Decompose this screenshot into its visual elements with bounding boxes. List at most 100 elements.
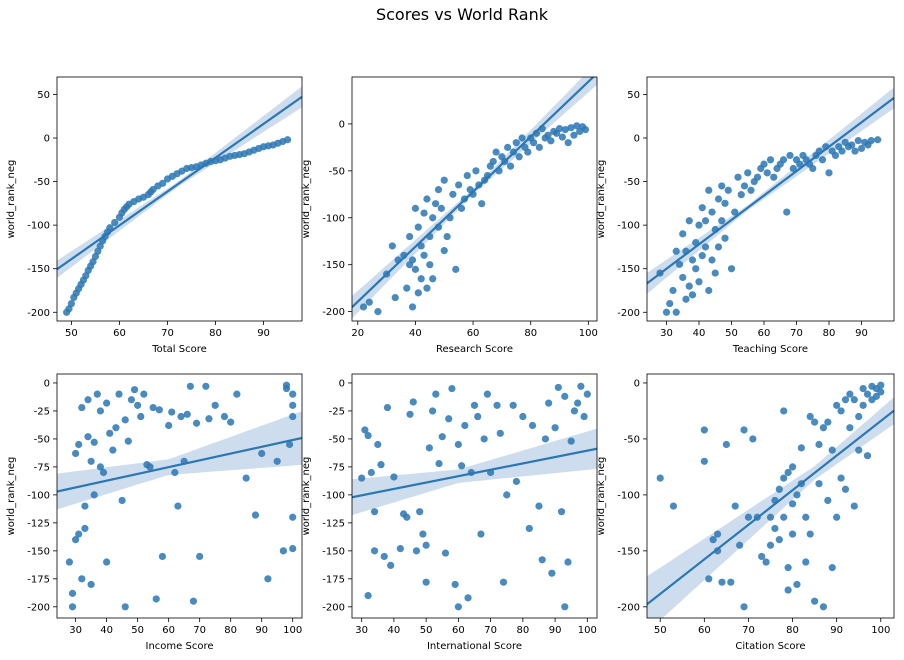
data-point — [171, 468, 179, 477]
data-point — [192, 419, 201, 427]
data-point — [233, 390, 241, 398]
data-point — [718, 578, 726, 586]
data-point — [282, 384, 291, 393]
data-point — [734, 173, 742, 181]
data-point — [850, 396, 858, 404]
axes-frame — [56, 76, 303, 322]
data-point — [146, 463, 154, 471]
data-point — [841, 485, 850, 493]
data-point — [656, 474, 664, 482]
data-point — [863, 452, 872, 460]
data-point — [429, 275, 437, 283]
data-point — [121, 416, 129, 424]
subplot-4: 30 40 50 60 70 80 90 100 -200 -175 -150 -125 -100 -75… — [6, 373, 303, 652]
data-point — [701, 243, 710, 251]
y-tick-label: -200 — [27, 602, 50, 613]
data-point — [509, 401, 517, 409]
x-tick-label: 20 — [351, 328, 364, 339]
y-tick-label: -75 — [34, 462, 50, 473]
data-point — [242, 474, 250, 482]
data-point — [788, 463, 797, 471]
data-point — [848, 141, 856, 149]
data-point — [412, 547, 421, 555]
data-point — [529, 139, 538, 147]
x-tick-label: 70 — [193, 625, 206, 636]
data-point — [130, 386, 139, 394]
data-point — [99, 468, 108, 477]
x-tick-label: 40 — [693, 328, 706, 339]
data-point — [770, 173, 778, 181]
data-point — [771, 524, 779, 533]
data-point — [493, 401, 501, 409]
data-point — [841, 396, 850, 404]
data-point — [688, 291, 697, 299]
data-point — [828, 446, 836, 454]
data-point — [535, 502, 543, 510]
data-point — [685, 217, 693, 225]
x-tick-label: 70 — [790, 328, 803, 339]
data-point — [548, 569, 556, 577]
data-point — [528, 421, 537, 430]
data-point — [838, 147, 846, 155]
data-point — [289, 412, 297, 421]
x-tick-label: 90 — [255, 625, 268, 636]
data-point — [872, 392, 880, 400]
x-tick-label: 90 — [830, 625, 843, 636]
data-point — [740, 603, 748, 611]
data-point — [877, 388, 885, 396]
data-point — [403, 284, 411, 292]
data-point — [67, 299, 76, 308]
data-point — [388, 242, 396, 250]
data-point — [721, 234, 729, 242]
y-tick-label: -175 — [322, 574, 345, 585]
subplots-grid: 50 60 70 80 90 -200 -150 -100 -50 0 50 Total Score w… — [6, 76, 895, 652]
data-point — [815, 480, 823, 488]
data-point — [824, 418, 832, 426]
data-point — [744, 513, 753, 521]
data-point — [443, 232, 451, 241]
data-point — [583, 390, 591, 398]
data-point — [283, 136, 292, 144]
data-point — [383, 403, 392, 412]
data-point — [570, 407, 579, 415]
x-tick-label: 40 — [100, 625, 113, 636]
data-point — [118, 496, 126, 505]
data-point — [701, 217, 710, 225]
data-point — [121, 603, 129, 611]
data-point — [570, 131, 578, 139]
x-tick-label: 60 — [758, 328, 771, 339]
y-tick-label: -150 — [617, 264, 640, 275]
y-tick-label: -150 — [27, 546, 50, 557]
y-tick-label: 0 — [44, 378, 50, 389]
data-point — [724, 186, 732, 194]
data-point — [688, 256, 697, 264]
data-point — [512, 139, 520, 147]
data-point — [273, 457, 281, 465]
data-point — [358, 474, 366, 482]
data-point — [561, 603, 569, 611]
data-point — [762, 558, 770, 566]
data-point — [483, 390, 491, 398]
data-point — [711, 269, 719, 277]
data-point — [84, 433, 92, 441]
data-point — [289, 390, 297, 398]
data-point — [698, 252, 706, 260]
data-point — [736, 541, 744, 549]
data-point — [489, 157, 497, 166]
y-tick-label: -125 — [322, 518, 345, 529]
data-point — [744, 169, 752, 177]
data-point — [426, 261, 434, 269]
x-tick-label: 60 — [698, 625, 711, 636]
data-point — [877, 381, 885, 389]
data-point — [492, 148, 500, 156]
x-tick-label: 100 — [579, 328, 598, 339]
data-point — [390, 473, 398, 481]
y-tick-label: -75 — [329, 462, 345, 473]
data-point — [90, 491, 98, 499]
data-point — [802, 513, 810, 521]
data-point — [564, 139, 572, 147]
data-point — [669, 286, 677, 295]
data-point — [758, 552, 766, 561]
data-point — [705, 575, 713, 583]
